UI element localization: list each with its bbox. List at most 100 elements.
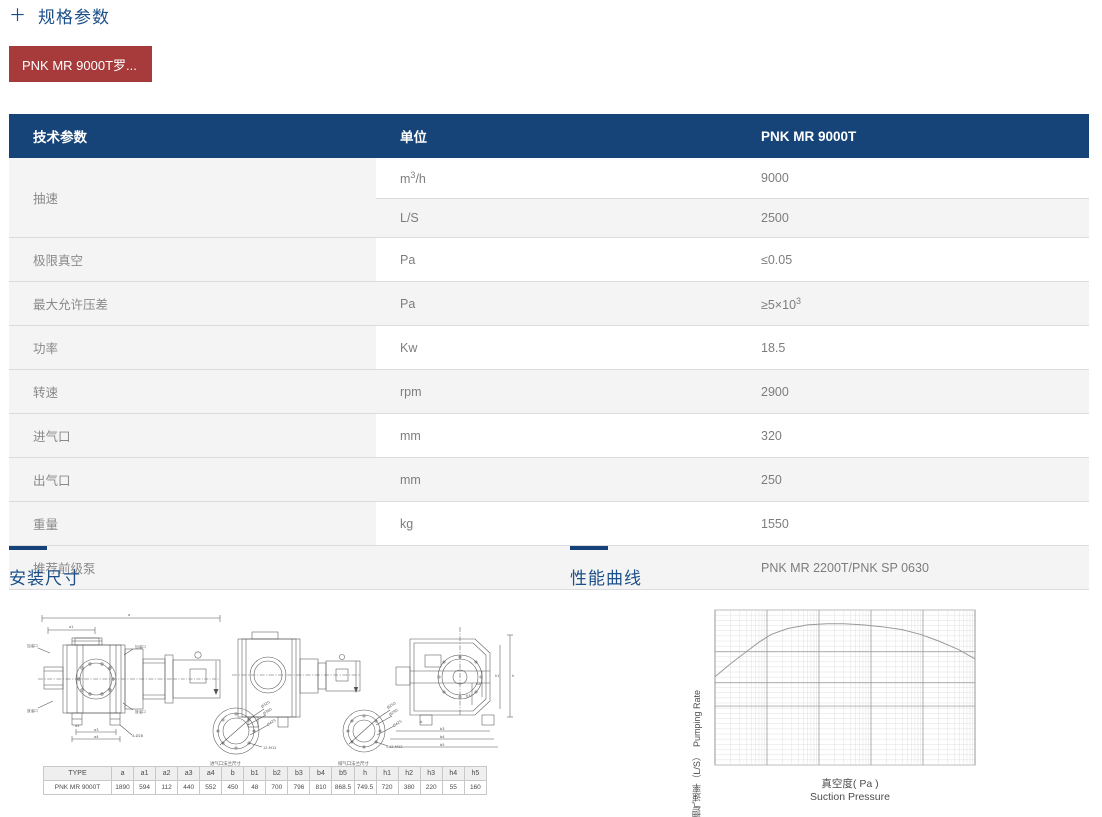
- dim-cell: 796: [287, 780, 311, 795]
- dim-cell: 450: [221, 780, 245, 795]
- dim-cell: 749.5: [353, 780, 377, 795]
- plus-icon: ＋: [9, 6, 26, 25]
- cell-unit: L/S: [376, 198, 737, 239]
- table-row: 出气口 mm 250: [9, 457, 1089, 503]
- svg-text:b5: b5: [440, 743, 445, 747]
- cell-param-name: 最大允许压差: [9, 281, 376, 327]
- cell-value: 2500: [737, 198, 1089, 239]
- section-heading-curve: 性能曲线: [570, 546, 642, 589]
- col-header-param: 技术参数: [9, 114, 376, 158]
- svg-text:b4: b4: [440, 735, 445, 739]
- col-header-unit: 单位: [376, 114, 737, 158]
- bolt-note: 12-M12: [263, 746, 277, 750]
- accent-bar: [570, 546, 608, 550]
- table-row: 进气口 mm 320: [9, 413, 1089, 459]
- dim-col-h4: h4: [441, 766, 465, 781]
- cell-value: 250: [737, 457, 1089, 503]
- y-axis-label-en: Pumping Rate: [692, 690, 702, 748]
- dim-cell: 594: [133, 780, 157, 795]
- dimension-table-header-row: TYPE a a1 a2 a3 a4 b b1 b2 b3 b4 b5 h h1…: [43, 766, 488, 781]
- svg-text:a4: a4: [94, 735, 99, 739]
- table-row: 转速 rpm 2900: [9, 369, 1089, 415]
- dimension-table: TYPE a a1 a2 a3 a4 b b1 b2 b3 b4 b5 h h1…: [43, 766, 488, 795]
- model-tab-button[interactable]: PNK MR 9000T罗...: [9, 46, 152, 82]
- dim-col-a3: a3: [177, 766, 201, 781]
- svg-text:b: b: [420, 720, 423, 724]
- dim-cell: 48: [243, 780, 267, 795]
- cell-param-name: 重量: [9, 501, 376, 547]
- dim-col-b: b: [221, 766, 245, 781]
- dim-col-a4: a4: [199, 766, 223, 781]
- cell-value: 18.5: [737, 325, 1089, 371]
- dim-col-b2: b2: [265, 766, 289, 781]
- svg-text:加油口: 加油口: [135, 644, 146, 649]
- dimension-table-row: PNK MR 9000T 1890 594 112 440 552 450 48…: [43, 780, 488, 795]
- table-row: 抽速 m3/h 9000: [9, 158, 1089, 239]
- dim-col-b4: b4: [309, 766, 333, 781]
- svg-text:进气口法兰尺寸: 进气口法兰尺寸: [210, 760, 241, 767]
- cell-value: 2900: [737, 369, 1089, 415]
- dim-cell: 552: [199, 780, 223, 795]
- dimension-table-wrap: TYPE a a1 a2 a3 a4 b b1 b2 b3 b4 b5 h h1…: [43, 766, 488, 795]
- performance-curve-svg: [714, 609, 976, 766]
- dim-col-h1: h1: [375, 766, 399, 781]
- spec-table-header-row: 技术参数 单位 PNK MR 9000T: [9, 114, 1089, 158]
- svg-text:Ø290: Ø290: [388, 707, 399, 717]
- dim-cell: 700: [265, 780, 289, 795]
- svg-text:h3: h3: [466, 694, 471, 698]
- cell-value: ≤0.05: [737, 237, 1089, 283]
- dim-cell-type: PNK MR 9000T: [43, 780, 112, 795]
- cell-param-name: 进气口: [9, 413, 376, 459]
- table-row: 功率 Kw 18.5: [9, 325, 1089, 371]
- svg-text:放油口: 放油口: [27, 708, 38, 713]
- dim-col-h3: h3: [419, 766, 443, 781]
- section-title: 安装尺寸: [9, 569, 81, 588]
- cell-unit: [376, 545, 737, 591]
- cell-param-name: 抽速: [9, 158, 376, 239]
- dim-cell: 440: [177, 780, 201, 795]
- dim-cell: 220: [419, 780, 443, 795]
- table-row: 最大允许压差 Pa ≥5×103: [9, 281, 1089, 327]
- cell-unit: mm: [376, 457, 737, 503]
- x-axis-label-en: Suction Pressure: [810, 791, 890, 803]
- dim-cell: 380: [397, 780, 421, 795]
- dim-col-a: a: [110, 766, 135, 781]
- dim-cell: 1890: [110, 780, 135, 795]
- cell-unit: kg: [376, 501, 737, 547]
- cell-unit: mm: [376, 413, 737, 459]
- cell-unit: Kw: [376, 325, 737, 371]
- svg-text:放油口: 放油口: [135, 709, 146, 714]
- model-tab-label: PNK MR 9000T罗...: [22, 57, 137, 73]
- dim-col-a2: a2: [155, 766, 179, 781]
- table-row: 推荐前级泵 PNK MR 2200T/PNK SP 0630: [9, 545, 1089, 591]
- dim-cell: 112: [155, 780, 179, 795]
- dim-cell: 810: [309, 780, 333, 795]
- cell-param-name: 推荐前级泵: [9, 545, 376, 591]
- cell-value: ≥5×103: [737, 281, 1089, 327]
- cell-param-name: 功率: [9, 325, 376, 371]
- cell-param-name: 极限真空: [9, 237, 376, 283]
- dim-col-h5: h5: [463, 766, 488, 781]
- cell-unit: rpm: [376, 369, 737, 415]
- dimension-drawing-svg: a a1: [27, 613, 514, 776]
- cell-value: 1550: [737, 501, 1089, 547]
- table-row: 重量 kg 1550: [9, 501, 1089, 547]
- accent-bar: [9, 546, 47, 550]
- svg-text:h: h: [512, 674, 514, 678]
- dim-cell: 160: [463, 780, 488, 795]
- svg-text:h1: h1: [495, 674, 500, 678]
- section-heading-dimensions: 安装尺寸: [9, 546, 81, 589]
- svg-text:a2: a2: [75, 724, 80, 728]
- svg-text:Ø320: Ø320: [260, 699, 271, 709]
- spec-table: 技术参数 单位 PNK MR 9000T 抽速 m3/h 9000 L/S 25…: [9, 114, 1089, 591]
- svg-text:Ø425: Ø425: [266, 717, 277, 726]
- dim-cell: 720: [375, 780, 399, 795]
- dim-col-h2: h2: [397, 766, 421, 781]
- svg-text:Ø250: Ø250: [386, 700, 397, 710]
- svg-text:加油口: 加油口: [27, 643, 38, 648]
- svg-text:b3: b3: [440, 727, 445, 731]
- cell-value: PNK MR 2200T/PNK SP 0630: [737, 545, 1089, 591]
- dim-cell: 55: [441, 780, 465, 795]
- dim-col-a1: a1: [133, 766, 157, 781]
